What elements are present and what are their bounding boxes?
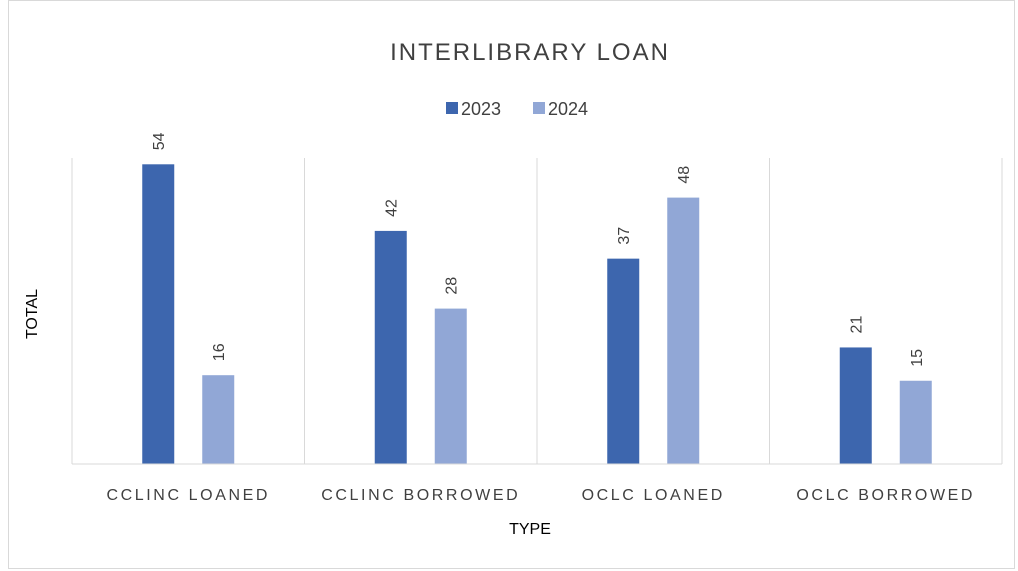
y-axis-title: TOTAL — [24, 289, 41, 339]
legend-label: 2023 — [461, 99, 501, 119]
chart-frame: INTERLIBRARY LOAN 2023 2024 54 16 42 28 37 48 2… — [8, 0, 1015, 569]
data-label: 28 — [444, 277, 461, 295]
bar-2023-3 — [839, 347, 872, 464]
data-label: 16 — [211, 343, 228, 361]
data-label: 42 — [384, 199, 401, 217]
legend-label: 2024 — [548, 99, 588, 119]
category-label: CCLINC LOANED — [106, 487, 270, 504]
data-labels-group: 54 16 42 28 37 48 21 15 — [151, 132, 926, 366]
bar-2024-2 — [667, 197, 700, 464]
chart-svg: INTERLIBRARY LOAN 2023 2024 54 16 42 28 37 48 2… — [24, 39, 1003, 538]
category-label: CCLINC BORROWED — [321, 487, 520, 504]
legend-swatch — [533, 102, 545, 114]
data-label: 37 — [616, 227, 633, 245]
data-label: 15 — [909, 349, 926, 367]
category-label: OCLC LOANED — [582, 487, 725, 504]
data-label: 21 — [849, 316, 866, 334]
category-gridlines — [71, 158, 1003, 464]
chart-title: INTERLIBRARY LOAN — [390, 39, 670, 66]
data-label: 54 — [151, 132, 168, 150]
legend-swatch — [446, 102, 458, 114]
bars-group — [142, 164, 932, 465]
bar-2023-0 — [142, 164, 175, 465]
bar-2024-3 — [899, 380, 932, 464]
data-label: 48 — [676, 166, 693, 184]
bar-2023-2 — [607, 258, 640, 464]
category-label: OCLC BORROWED — [796, 487, 975, 504]
legend: 2023 2024 — [446, 99, 588, 119]
bar-2024-1 — [434, 308, 467, 464]
x-axis-title: TYPE — [509, 521, 551, 538]
bar-2023-1 — [374, 230, 407, 464]
bar-2024-0 — [202, 375, 235, 464]
category-labels-group: CCLINC LOANED CCLINC BORROWED OCLC LOANED O… — [106, 487, 975, 504]
